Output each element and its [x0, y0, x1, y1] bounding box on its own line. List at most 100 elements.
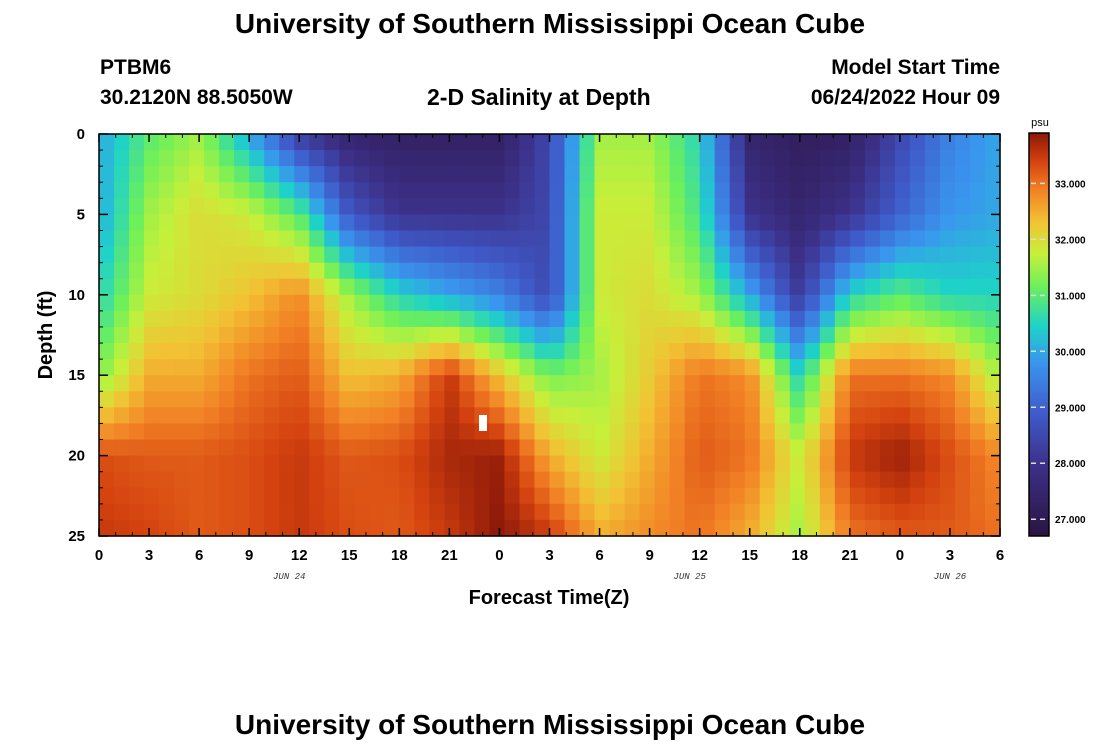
heatmap-cell: [264, 471, 280, 489]
heatmap-cell: [609, 375, 626, 392]
heatmap-cell: [429, 487, 445, 505]
heatmap-cell: [294, 326, 310, 344]
heatmap-cell: [939, 166, 956, 183]
heatmap-cell: [714, 503, 731, 521]
heatmap-cell: [444, 262, 460, 280]
heatmap-cell: [594, 503, 611, 521]
heatmap-cell: [294, 134, 310, 151]
heatmap-cell: [249, 310, 265, 328]
heatmap-cell: [189, 423, 205, 441]
heatmap-cell: [549, 198, 566, 215]
heatmap-cell: [759, 198, 776, 215]
heatmap-cell: [414, 423, 430, 441]
heatmap-cell: [534, 487, 551, 505]
heatmap-cell: [834, 391, 851, 408]
heatmap-cell: [699, 310, 716, 328]
heatmap-cell: [609, 230, 626, 248]
heatmap-cell: [549, 503, 566, 521]
heatmap-cell: [459, 134, 476, 151]
heatmap-cell: [429, 326, 445, 344]
heatmap-cell: [234, 310, 250, 328]
heatmap-cell: [189, 455, 205, 473]
heatmap-cell: [909, 246, 926, 264]
heatmap-cell: [894, 326, 911, 344]
heatmap-cell: [849, 455, 866, 473]
heatmap-cell: [504, 246, 521, 264]
heatmap-cell: [834, 487, 851, 505]
x-tick-label: 15: [741, 547, 758, 564]
x-tick-label: 3: [145, 547, 153, 564]
heatmap-cell: [354, 230, 370, 248]
heatmap-cell: [549, 439, 566, 457]
heatmap-cell: [384, 375, 400, 392]
heatmap-cell: [909, 150, 926, 167]
heatmap-cell: [294, 182, 310, 199]
date-label: JUN 25: [673, 572, 706, 582]
heatmap-cell: [879, 326, 896, 344]
heatmap-cell: [939, 439, 956, 457]
heatmap-cell: [774, 166, 791, 183]
heatmap-cell: [144, 471, 160, 489]
heatmap-cell: [159, 519, 175, 537]
heatmap-cell: [204, 407, 220, 425]
heatmap-cell: [324, 134, 340, 151]
heatmap-cell: [384, 359, 400, 376]
heatmap-cell: [684, 230, 701, 248]
heatmap-cell: [219, 391, 235, 408]
heatmap-cell: [954, 198, 971, 215]
heatmap-cell: [294, 310, 310, 328]
heatmap-cell: [429, 150, 445, 167]
heatmap-cell: [204, 455, 220, 473]
heatmap-cell: [594, 294, 611, 312]
heatmap-cell: [339, 134, 355, 151]
heatmap-cell: [114, 150, 130, 167]
heatmap-cell: [849, 503, 866, 521]
heatmap-cell: [159, 487, 175, 505]
heatmap-cell: [669, 134, 686, 151]
heatmap-cell: [594, 407, 611, 425]
heatmap-cell: [714, 439, 731, 457]
date-label: JUN 26: [934, 572, 967, 582]
heatmap-cell: [504, 278, 521, 296]
heatmap-cell: [819, 407, 836, 425]
heatmap-cell: [774, 487, 791, 505]
heatmap-cell: [129, 230, 145, 248]
heatmap-cell: [894, 439, 911, 457]
heatmap-cell: [804, 359, 821, 376]
heatmap-cell: [534, 230, 551, 248]
heatmap-cell: [459, 310, 476, 328]
heatmap-cell: [714, 471, 731, 489]
heatmap-cell: [804, 150, 821, 167]
heatmap-cell: [609, 166, 626, 183]
heatmap-cell: [384, 278, 400, 296]
heatmap-cell: [669, 198, 686, 215]
heatmap-cell: [924, 423, 941, 441]
heatmap-cell: [774, 150, 791, 167]
heatmap-cell: [714, 134, 731, 151]
heatmap-cell: [159, 471, 175, 489]
heatmap-cell: [834, 262, 851, 280]
heatmap-cell: [849, 230, 866, 248]
heatmap-cell: [114, 214, 130, 232]
heatmap-cell: [444, 455, 460, 473]
heatmap-cell: [774, 503, 791, 521]
heatmap-cell: [909, 343, 926, 360]
heatmap-cell: [414, 310, 430, 328]
heatmap-cell: [354, 278, 370, 296]
heatmap-cell: [969, 503, 986, 521]
heatmap-cell: [909, 519, 926, 537]
heatmap-cell: [279, 407, 295, 425]
heatmap-cell: [369, 310, 385, 328]
heatmap-cell: [459, 150, 476, 167]
heatmap-cell: [489, 246, 506, 264]
heatmap-cell: [684, 359, 701, 376]
heatmap-cell: [534, 182, 551, 199]
heatmap-cell: [384, 134, 400, 151]
heatmap-cell: [729, 375, 746, 392]
heatmap-cell: [909, 262, 926, 280]
heatmap-cell: [804, 198, 821, 215]
heatmap-cell: [669, 391, 686, 408]
heatmap-cell: [819, 134, 836, 151]
heatmap-cell: [174, 407, 190, 425]
heatmap-cell: [444, 150, 460, 167]
